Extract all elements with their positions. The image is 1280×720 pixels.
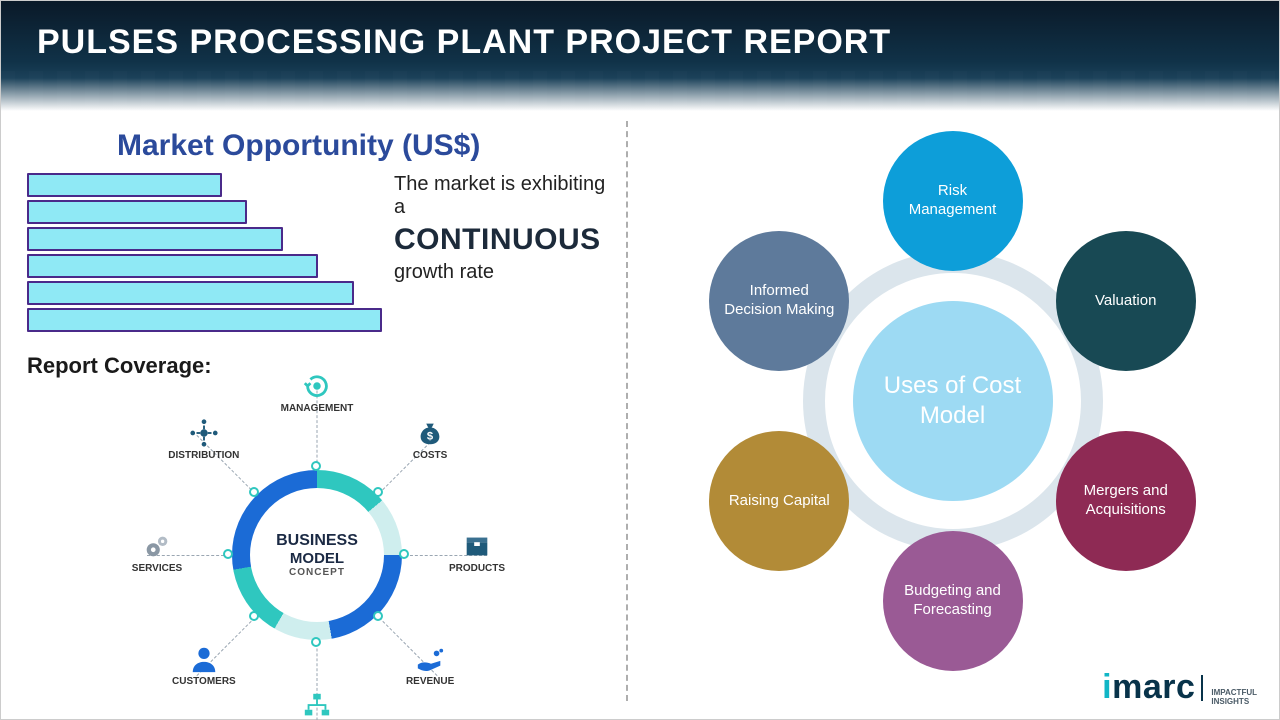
market-bar (27, 281, 354, 305)
cycle-bulb-icon (257, 371, 377, 401)
bm-node-dot (373, 487, 383, 497)
bm-center-line2: MODEL (290, 550, 344, 567)
bm-node-dot (311, 461, 321, 471)
bm-center-sub: CONCEPT (289, 567, 345, 578)
market-bar (27, 254, 318, 278)
market-bar (27, 200, 247, 224)
market-bar (27, 227, 283, 251)
bm-node-dot (223, 549, 233, 559)
page: PULSES PROCESSING PLANT PROJECT REPORT M… (0, 0, 1280, 720)
bm-item-distribution: DISTRIBUTION (144, 418, 264, 461)
cost-model-node: Informed Decision Making (709, 231, 849, 371)
hand-coins-icon (370, 644, 490, 674)
bm-item-competencies: COMPETENCIES (257, 691, 377, 720)
content-body: Market Opportunity (US$) The market is e… (1, 111, 1279, 719)
cost-model-diagram: Uses of Cost Model Risk ManagementValuat… (653, 131, 1253, 691)
bm-item-revenue: REVENUE (370, 644, 490, 687)
bm-node-dot (249, 611, 259, 621)
right-panel: Uses of Cost Model Risk ManagementValuat… (626, 111, 1279, 719)
cost-model-node: Mergers and Acquisitions (1056, 431, 1196, 571)
box-icon (417, 531, 537, 561)
growth-big: CONTINUOUS (394, 223, 608, 257)
org-chart-icon (257, 691, 377, 720)
growth-text: The market is exhibiting a CONTINUOUS gr… (394, 173, 608, 335)
brand-logo: imarc IMPACTFUL INSIGHTS (1102, 668, 1257, 707)
bm-item-management: MANAGEMENT (257, 371, 377, 414)
growth-line2: growth rate (394, 261, 608, 284)
gears-icon (97, 531, 217, 561)
bm-node-dot (249, 487, 259, 497)
market-title: Market Opportunity (US$) (117, 129, 608, 163)
cost-model-node: Risk Management (883, 131, 1023, 271)
brand-divider (1201, 675, 1203, 701)
brand-tagline: IMPACTFUL INSIGHTS (1211, 689, 1257, 707)
left-panel: Market Opportunity (US$) The market is e… (1, 111, 626, 719)
market-bar-chart (27, 173, 382, 335)
bm-item-customers: CUSTOMERS (144, 644, 264, 687)
market-bar (27, 308, 382, 332)
bm-node-dot (399, 549, 409, 559)
network-icon (144, 418, 264, 448)
business-model-center: BUSINESS MODEL CONCEPT (250, 488, 384, 622)
bm-item-costs: $COSTS (370, 418, 490, 461)
money-bag-icon: $ (370, 418, 490, 448)
cost-model-node: Valuation (1056, 231, 1196, 371)
growth-line1: The market is exhibiting a (394, 173, 608, 219)
svg-text:$: $ (427, 430, 434, 442)
bm-center-line1: BUSINESS (276, 532, 358, 550)
panel-divider (626, 121, 628, 701)
brand-name: imarc (1102, 668, 1195, 707)
market-row: The market is exhibiting a CONTINUOUS gr… (27, 173, 608, 335)
cost-model-node: Raising Capital (709, 431, 849, 571)
header-banner: PULSES PROCESSING PLANT PROJECT REPORT (1, 1, 1279, 111)
bm-node-dot (311, 637, 321, 647)
bm-item-services: SERVICES (97, 531, 217, 574)
bm-item-products: PRODUCTS (417, 531, 537, 574)
person-icon (144, 644, 264, 674)
cost-model-node: Budgeting and Forecasting (883, 531, 1023, 671)
page-title: PULSES PROCESSING PLANT PROJECT REPORT (37, 23, 1243, 62)
cost-model-center: Uses of Cost Model (853, 301, 1053, 501)
market-bar (27, 173, 222, 197)
business-model-diagram: BUSINESS MODEL CONCEPT MANAGEMENT$COSTSP… (37, 385, 597, 695)
